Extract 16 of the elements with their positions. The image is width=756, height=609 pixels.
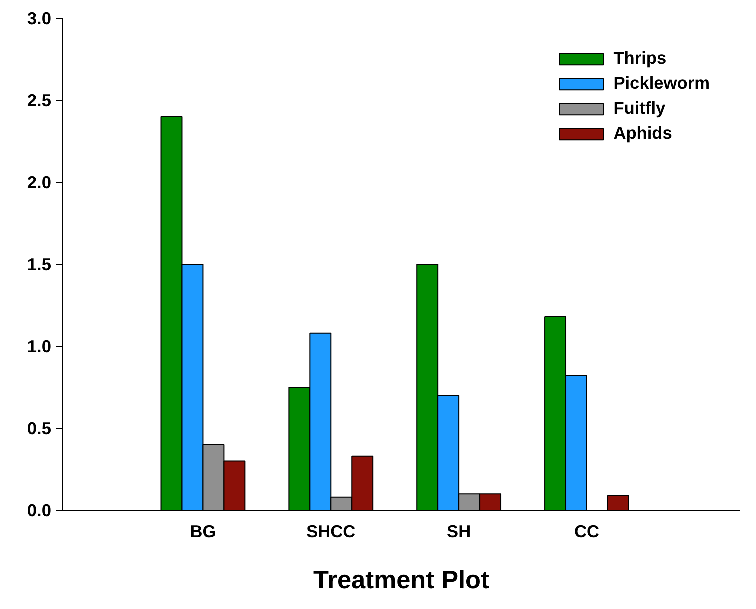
- x-tick-label: SHCC: [306, 522, 356, 542]
- y-tick-label: 1.0: [27, 336, 52, 356]
- legend-label: Fuitfly: [614, 98, 666, 119]
- legend-label: Aphids: [614, 123, 672, 144]
- y-tick-label: 3.0: [27, 8, 52, 28]
- y-tick-label: 0.0: [27, 500, 52, 520]
- legend-label: Pickleworm: [614, 73, 710, 94]
- y-tick-label: 2.0: [27, 172, 52, 192]
- x-tick-label: BG: [190, 522, 216, 542]
- y-tick-label: 2.5: [27, 90, 52, 110]
- x-tick-label: CC: [574, 522, 600, 542]
- x-axis-title: Treatment Plot: [314, 566, 490, 594]
- legend-label: Thrips: [614, 48, 667, 69]
- y-tick-label: 1.5: [27, 254, 52, 274]
- y-tick-label: 0.5: [27, 418, 52, 438]
- x-tick-label: SH: [447, 522, 472, 542]
